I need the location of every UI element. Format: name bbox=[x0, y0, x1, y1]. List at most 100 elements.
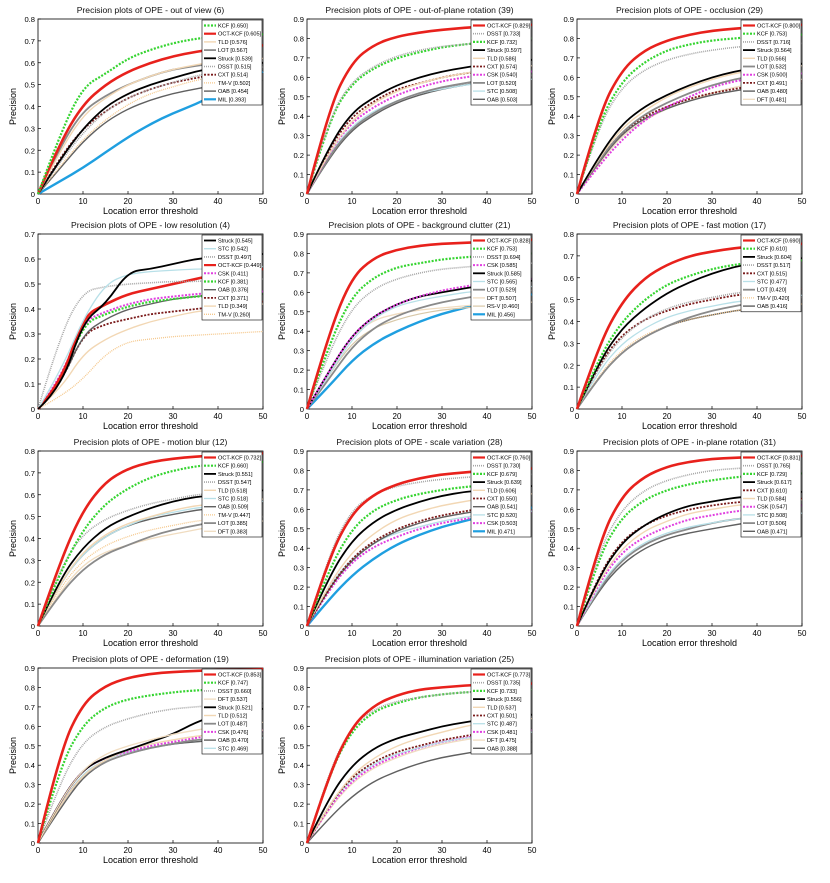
y-tick-label: 0.6 bbox=[24, 255, 35, 264]
series-line-csk bbox=[576, 72, 803, 195]
plot-frame bbox=[37, 233, 264, 410]
legend-entry: OCT-KCF [0.829] bbox=[487, 24, 531, 30]
x-tick-label: 30 bbox=[169, 846, 178, 855]
y-tick-label: 0.6 bbox=[293, 288, 304, 297]
y-tick-label: 0.4 bbox=[293, 327, 304, 336]
y-tick-label: 0.1 bbox=[24, 820, 35, 829]
y-tick-label: 0.7 bbox=[24, 37, 35, 46]
legend-entry: CSK [0.411] bbox=[218, 271, 248, 277]
x-axis-label: Location error threshold bbox=[642, 638, 737, 648]
legend: OCT-KCF [0.732] KCF [0.660] Struck [0.551]… bbox=[201, 451, 263, 538]
y-tick-label: 0.2 bbox=[293, 583, 304, 592]
y-tick-label: 0.6 bbox=[563, 505, 574, 514]
y-tick-label: 0.5 bbox=[24, 280, 35, 289]
y-axis-label: Precision bbox=[547, 520, 557, 557]
series-line-cxt bbox=[306, 502, 533, 627]
y-tick-label: 0.3 bbox=[293, 132, 304, 141]
chart-title: Precision plots of OPE - background clut… bbox=[329, 220, 511, 230]
y-tick-label: 0.7 bbox=[563, 252, 574, 261]
y-tick-label: 0.7 bbox=[563, 54, 574, 63]
legend-entry: DSST [0.694] bbox=[487, 255, 521, 261]
x-axis-label: Location error threshold bbox=[372, 638, 467, 648]
legend-entry: RS-V [0.460] bbox=[487, 304, 519, 310]
x-tick-label: 50 bbox=[259, 197, 268, 206]
legend-entry: Struck [0.564] bbox=[757, 48, 792, 54]
x-tick-label: 40 bbox=[753, 197, 762, 206]
legend-entry: KCF [0.679] bbox=[487, 472, 517, 478]
legend-entry: TLD [0.584] bbox=[757, 497, 787, 503]
x-tick-label: 50 bbox=[259, 846, 268, 855]
y-tick-label: 0.8 bbox=[293, 34, 304, 43]
x-tick-label: 0 bbox=[305, 197, 310, 206]
x-tick-label: 20 bbox=[124, 412, 133, 421]
plot-frame bbox=[306, 18, 533, 195]
legend-entry: LOT [0.520] bbox=[487, 81, 517, 87]
chart-panel-4: Precision plots of OPE - low resolution … bbox=[8, 220, 268, 431]
chart-panel-10: Precision plots of OPE - deformation (19… bbox=[8, 654, 268, 865]
y-tick-label: 0.2 bbox=[293, 800, 304, 809]
legend: OCT-KCF [0.773] DSST [0.735] KCF [0.733] St… bbox=[470, 668, 532, 755]
y-tick-label: 0.9 bbox=[24, 664, 35, 673]
y-tick-label: 0.6 bbox=[563, 73, 574, 82]
y-axis-label: Precision bbox=[277, 520, 287, 557]
legend-entry: LOT [0.420] bbox=[757, 288, 787, 294]
y-tick-label: 0.3 bbox=[293, 347, 304, 356]
legend-entry: CXT [0.515] bbox=[757, 271, 787, 277]
y-tick-label: 0.1 bbox=[563, 603, 574, 612]
legend: OCT-KCF [0.831] DSST [0.765] KCF [0.729] St… bbox=[740, 451, 802, 538]
legend-entry: OAB [0.509] bbox=[218, 505, 249, 511]
y-axis-label: Precision bbox=[277, 88, 287, 125]
x-tick-label: 0 bbox=[36, 197, 41, 206]
legend-entry: CSK [0.503] bbox=[487, 521, 518, 527]
legend-entry: Struck [0.585] bbox=[487, 271, 522, 277]
legend-entry: CXT [0.550] bbox=[487, 497, 517, 503]
legend-entry: Struck [0.551] bbox=[218, 472, 253, 478]
y-tick-label: 0.9 bbox=[563, 15, 574, 24]
x-axis-label: Location error threshold bbox=[103, 638, 198, 648]
y-tick-label: 0 bbox=[570, 622, 574, 631]
x-axis-label: Location error threshold bbox=[103, 421, 198, 431]
y-axis-label: Precision bbox=[8, 520, 18, 557]
legend-entry: Struck [0.556] bbox=[487, 697, 522, 703]
y-tick-label: 0.3 bbox=[563, 339, 574, 348]
x-tick-label: 10 bbox=[348, 629, 357, 638]
y-tick-label: 0.7 bbox=[24, 230, 35, 239]
legend-entry: LOT [0.487] bbox=[218, 722, 248, 728]
legend-entry: Struck [0.604] bbox=[757, 255, 792, 261]
x-tick-label: 0 bbox=[575, 412, 580, 421]
series-line-dsst bbox=[306, 473, 533, 627]
legend-entry: DSST [0.716] bbox=[757, 40, 791, 46]
legend-entry: DSST [0.733] bbox=[487, 32, 521, 38]
y-tick-label: 0.2 bbox=[24, 355, 35, 364]
series-line-dsst bbox=[576, 42, 803, 195]
y-tick-label: 0.3 bbox=[24, 556, 35, 565]
legend-entry: OAB [0.541] bbox=[487, 505, 518, 511]
legend-entry: TLD [0.586] bbox=[487, 56, 517, 62]
legend-entry: STC [0.565] bbox=[487, 280, 517, 286]
legend-entry: DFT [0.481] bbox=[757, 97, 787, 103]
x-tick-label: 40 bbox=[483, 412, 492, 421]
x-tick-label: 10 bbox=[79, 412, 88, 421]
y-axis-label: Precision bbox=[8, 737, 18, 774]
legend-entry: DSST [0.765] bbox=[757, 464, 791, 470]
legend-entry: KCF [0.732] bbox=[487, 40, 517, 46]
x-tick-label: 50 bbox=[528, 629, 537, 638]
legend-entry: DFT [0.383] bbox=[218, 529, 248, 535]
legend-entry: OAB [0.480] bbox=[757, 89, 788, 95]
legend-entry: DSST [0.730] bbox=[487, 464, 521, 470]
y-tick-label: 0.2 bbox=[563, 583, 574, 592]
y-tick-label: 0 bbox=[31, 405, 35, 414]
legend-entry: KCF [0.381] bbox=[218, 280, 248, 286]
legend-entry: DSST [0.660] bbox=[218, 689, 252, 695]
y-tick-label: 0 bbox=[31, 622, 35, 631]
legend-entry: DSST [0.515] bbox=[218, 65, 252, 71]
legend-entry: LOT [0.385] bbox=[218, 521, 248, 527]
y-tick-label: 0 bbox=[300, 622, 304, 631]
x-tick-label: 30 bbox=[169, 197, 178, 206]
x-tick-label: 50 bbox=[528, 846, 537, 855]
legend-entry: MIL [0.393] bbox=[218, 97, 246, 103]
plot-frame bbox=[306, 233, 533, 410]
legend-entry: TLD [0.566] bbox=[757, 56, 787, 62]
chart-panel-11: Precision plots of OPE - illumination va… bbox=[277, 654, 537, 865]
